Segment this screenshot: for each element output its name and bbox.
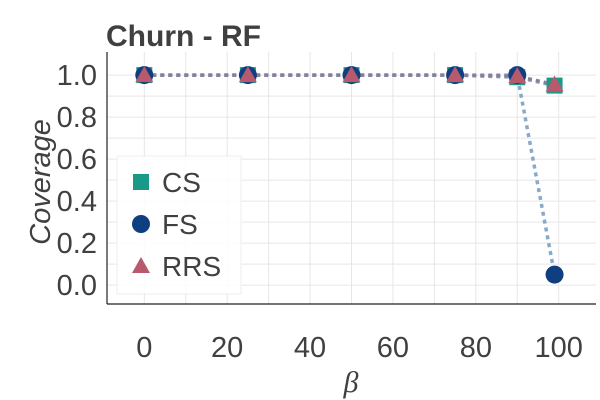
- y-tick-label: 0.0: [57, 270, 97, 302]
- x-tick-label: 20: [211, 332, 243, 364]
- x-tick-label: 40: [294, 332, 326, 364]
- legend: CS FS RRS: [116, 155, 242, 295]
- x-tick-label: 60: [377, 332, 409, 364]
- marker-rrs: [238, 66, 257, 83]
- legend-marker-cs: [133, 174, 149, 190]
- series-markers: [135, 66, 564, 284]
- axes: [106, 52, 596, 305]
- marker-rrs: [545, 75, 564, 92]
- y-tick-label: 0.2: [57, 228, 97, 260]
- marker-rrs: [508, 67, 527, 84]
- x-tick-label: 80: [460, 332, 492, 364]
- marker-rrs: [135, 66, 154, 83]
- y-tick-label: 0.8: [57, 102, 97, 134]
- tick-labels: 0 20 40 60 80 100 0.0 0.2 0.4 0.6 0.8 1.0: [57, 60, 583, 364]
- y-axis-label: Coverage: [25, 119, 57, 245]
- y-tick-label: 0.4: [57, 186, 97, 218]
- legend-marker-rrs: [132, 257, 150, 273]
- y-tick-label: 1.0: [57, 60, 97, 92]
- x-tick-label: 100: [535, 332, 583, 364]
- marker-fs: [545, 265, 564, 284]
- marker-rrs: [446, 66, 465, 83]
- chart-title: Churn - RF: [106, 20, 261, 53]
- x-axis-label: β: [343, 366, 359, 399]
- y-tick-label: 0.6: [57, 144, 97, 176]
- legend-label-fs: FS: [162, 209, 198, 240]
- legend-label-cs: CS: [162, 167, 201, 198]
- x-tick-label: 0: [136, 332, 152, 364]
- legend-label-rrs: RRS: [162, 251, 221, 282]
- marker-rrs: [342, 66, 361, 83]
- legend-marker-fs: [132, 215, 150, 233]
